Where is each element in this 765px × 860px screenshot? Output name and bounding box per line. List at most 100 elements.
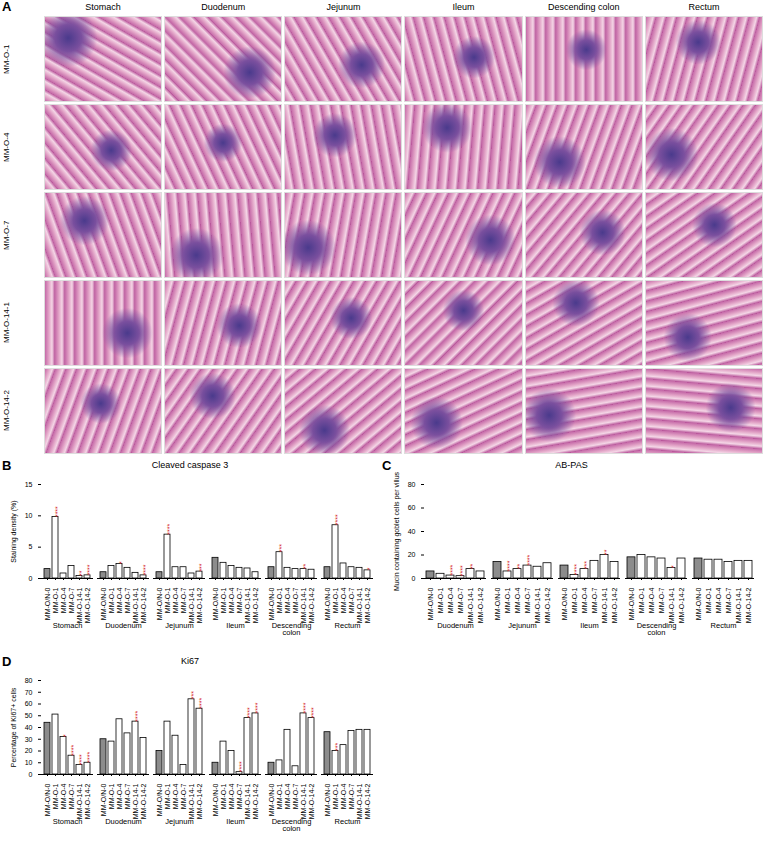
svg-text:MM-O-14-2: MM-O-14-2 xyxy=(140,587,147,623)
svg-text:MM-O-7: MM-O-7 xyxy=(591,587,598,613)
svg-text:***: *** xyxy=(190,691,197,699)
svg-text:*: * xyxy=(118,561,125,564)
svg-text:MM-O/N-0: MM-O/N-0 xyxy=(324,587,331,620)
svg-text:Descendingcolon: Descendingcolon xyxy=(637,621,677,638)
svg-text:Jejunum: Jejunum xyxy=(165,621,193,630)
svg-text:MM-O-14-2: MM-O-14-2 xyxy=(477,587,484,623)
svg-text:MM-O-14-2: MM-O-14-2 xyxy=(140,783,147,819)
svg-text:MM-O-4: MM-O-4 xyxy=(116,783,123,809)
svg-text:*: * xyxy=(670,565,677,568)
svg-text:****: **** xyxy=(238,761,245,772)
svg-text:MM-O-4: MM-O-4 xyxy=(228,783,235,809)
svg-text:MM-O-14-2: MM-O-14-2 xyxy=(678,587,685,623)
svg-text:****: **** xyxy=(334,514,341,525)
svg-text:**: ** xyxy=(302,563,309,569)
svg-text:****: **** xyxy=(86,564,93,575)
svg-text:MM-O-4: MM-O-4 xyxy=(116,587,123,613)
svg-text:MM-O-14-1: MM-O-14-1 xyxy=(76,783,83,819)
svg-text:****: **** xyxy=(134,710,141,721)
svg-text:MM-O-14-1: MM-O-14-1 xyxy=(300,783,307,819)
svg-text:MM-O-1: MM-O-1 xyxy=(437,587,444,613)
svg-text:MM-O-14-1: MM-O-14-1 xyxy=(244,587,251,623)
svg-text:Stomach: Stomach xyxy=(53,621,83,630)
svg-text:10: 10 xyxy=(25,512,33,519)
svg-text:****: **** xyxy=(142,564,149,575)
svg-text:MM-O/N-0: MM-O/N-0 xyxy=(427,587,434,620)
svg-text:***: *** xyxy=(278,544,285,552)
svg-text:****: **** xyxy=(78,754,85,765)
svg-text:MM-O-1: MM-O-1 xyxy=(220,587,227,613)
svg-text:MM-O-1: MM-O-1 xyxy=(108,587,115,613)
svg-text:0: 0 xyxy=(29,771,33,778)
svg-text:MM-O-7: MM-O-7 xyxy=(725,587,732,613)
svg-text:MM-O-7: MM-O-7 xyxy=(68,783,75,809)
svg-text:MM-O-4: MM-O-4 xyxy=(284,783,291,809)
svg-text:***: *** xyxy=(334,743,341,751)
svg-text:MM-O/N-0: MM-O/N-0 xyxy=(268,783,275,816)
svg-text:Descendingcolon: Descendingcolon xyxy=(272,817,312,834)
svg-text:MM-O-4: MM-O-4 xyxy=(172,783,179,809)
svg-text:MM-O-4: MM-O-4 xyxy=(340,587,347,613)
svg-text:MM-O/N-0: MM-O/N-0 xyxy=(628,587,635,620)
svg-text:MM-O-7: MM-O-7 xyxy=(180,587,187,613)
svg-text:80: 80 xyxy=(25,677,33,684)
svg-text:MM-O-1: MM-O-1 xyxy=(108,783,115,809)
svg-text:70: 70 xyxy=(25,688,33,695)
svg-text:Duodenum: Duodenum xyxy=(105,817,142,826)
svg-text:Ileum: Ileum xyxy=(226,621,244,630)
svg-text:MM-O-4: MM-O-4 xyxy=(581,587,588,613)
svg-text:30: 30 xyxy=(25,735,33,742)
svg-text:20: 20 xyxy=(25,747,33,754)
svg-text:MM-O/N-0: MM-O/N-0 xyxy=(695,587,702,620)
svg-text:MM-O/N-0: MM-O/N-0 xyxy=(324,783,331,816)
svg-text:MM-O-4: MM-O-4 xyxy=(60,587,67,613)
svg-text:MM-O-7: MM-O-7 xyxy=(124,783,131,809)
svg-text:MM-O-14-1: MM-O-14-1 xyxy=(356,783,363,819)
svg-text:****: **** xyxy=(70,745,77,756)
svg-text:Rectum: Rectum xyxy=(711,621,737,630)
svg-text:MM-O-1: MM-O-1 xyxy=(164,587,171,613)
svg-text:MM-O/N-0: MM-O/N-0 xyxy=(44,783,51,816)
svg-text:MM-O-4: MM-O-4 xyxy=(648,587,655,613)
svg-text:MM-O-14-2: MM-O-14-2 xyxy=(308,587,315,623)
svg-text:****: **** xyxy=(54,506,61,517)
svg-text:MM-O-14-2: MM-O-14-2 xyxy=(611,587,618,623)
svg-text:MM-O-4: MM-O-4 xyxy=(228,587,235,613)
svg-text:MM-O-14-1: MM-O-14-1 xyxy=(188,587,195,623)
svg-text:****: **** xyxy=(246,707,253,718)
svg-text:MM-O-1: MM-O-1 xyxy=(276,587,283,613)
svg-text:MM-O-14-1: MM-O-14-1 xyxy=(534,587,541,623)
svg-text:MM-O-7: MM-O-7 xyxy=(68,587,75,613)
svg-text:MM-O-14-2: MM-O-14-2 xyxy=(196,587,203,623)
svg-text:80: 80 xyxy=(408,481,416,488)
svg-text:MM-O-7: MM-O-7 xyxy=(180,783,187,809)
svg-text:0: 0 xyxy=(412,575,416,582)
svg-text:MM-O-14-2: MM-O-14-2 xyxy=(252,587,259,623)
svg-text:MM-O/N-0: MM-O/N-0 xyxy=(44,587,51,620)
svg-text:Mucin containing goblet cells: Mucin containing goblet cells per villus xyxy=(393,471,401,591)
svg-text:Duodenum: Duodenum xyxy=(437,621,474,630)
svg-text:MM-O-1: MM-O-1 xyxy=(638,587,645,613)
svg-text:10: 10 xyxy=(25,759,33,766)
svg-text:MM-O-14-1: MM-O-14-1 xyxy=(735,587,742,623)
svg-text:**: ** xyxy=(469,563,476,569)
svg-text:**: ** xyxy=(516,563,523,569)
svg-text:****: **** xyxy=(86,752,93,763)
svg-text:*: * xyxy=(62,734,69,737)
svg-text:MM-O-7: MM-O-7 xyxy=(348,783,355,809)
svg-text:MM-O-7: MM-O-7 xyxy=(292,783,299,809)
svg-text:50: 50 xyxy=(25,712,33,719)
svg-text:MM-O-4: MM-O-4 xyxy=(514,587,521,613)
svg-text:MM-O-4: MM-O-4 xyxy=(172,587,179,613)
svg-text:MM-O-14-2: MM-O-14-2 xyxy=(364,587,371,623)
svg-text:60: 60 xyxy=(408,504,416,511)
svg-text:MM-O/N-0: MM-O/N-0 xyxy=(561,587,568,620)
svg-text:5: 5 xyxy=(29,543,33,550)
svg-text:MM-O/N-0: MM-O/N-0 xyxy=(156,587,163,620)
svg-text:MM-O-14-2: MM-O-14-2 xyxy=(544,587,551,623)
svg-text:Descendingcolon: Descendingcolon xyxy=(272,621,312,638)
svg-text:Ileum: Ileum xyxy=(580,621,598,630)
svg-text:Percentage of Ki67+ cells: Percentage of Ki67+ cells xyxy=(10,687,18,767)
svg-text:Staining density (%): Staining density (%) xyxy=(10,500,18,562)
svg-text:MM-O-14-1: MM-O-14-1 xyxy=(188,783,195,819)
